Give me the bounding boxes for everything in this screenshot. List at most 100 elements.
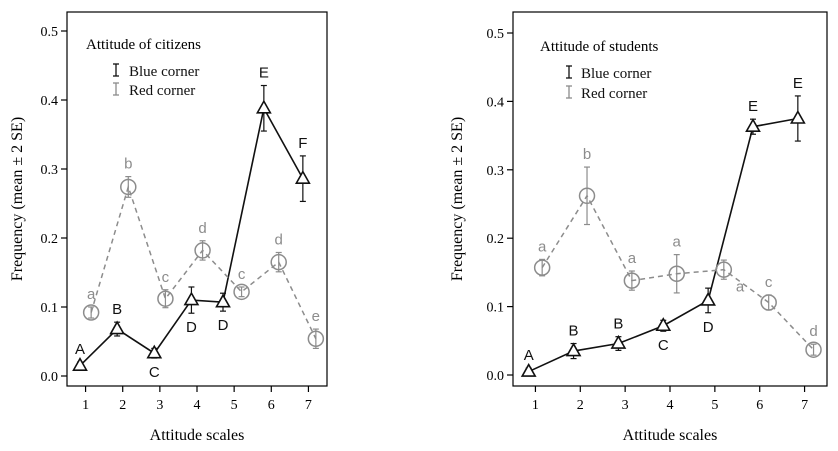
series-line (541, 194, 815, 351)
significance-label: B (112, 301, 122, 318)
triangle-marker (655, 317, 672, 332)
significance-label: a (673, 234, 682, 251)
significance-label: E (748, 98, 758, 115)
error-bar (88, 306, 95, 319)
triangle-marker (72, 357, 88, 371)
significance-label: D (703, 319, 714, 336)
circle-marker (270, 253, 287, 271)
significance-label: c (238, 266, 246, 283)
error-bar (238, 286, 245, 298)
error-bar (628, 270, 635, 291)
error-bar (162, 289, 169, 309)
x-axis-label: Attitude scales (623, 427, 718, 444)
significance-label: F (298, 135, 307, 152)
error-bar (584, 166, 591, 226)
legend-red-errorbar-icon (113, 82, 119, 96)
legend-label-blue: Blue corner (129, 64, 199, 80)
significance-label: a (87, 286, 96, 303)
x-tick-label: 2 (577, 398, 584, 413)
y-tick-label: 0.2 (487, 232, 505, 247)
significance-label: b (124, 156, 132, 173)
error-bar (199, 240, 206, 261)
x-tick-label: 3 (622, 398, 629, 413)
error-bar (275, 251, 282, 273)
circle-marker (533, 259, 551, 276)
circle-marker (760, 294, 777, 311)
circle-marker (157, 290, 174, 307)
triangle-marker (255, 99, 272, 114)
y-axis-label: Frequency (mean ± 2 SE) (449, 117, 466, 281)
significance-label: a (736, 279, 745, 296)
error-bar (539, 258, 546, 277)
x-tick-label: 6 (268, 398, 275, 413)
y-tick-label: 0.1 (487, 301, 505, 316)
legend-red-errorbar-icon (566, 85, 572, 99)
y-tick-label: 0.3 (41, 163, 59, 178)
triangle-marker (294, 170, 311, 184)
circle-marker (82, 304, 100, 321)
error-bar (765, 294, 772, 311)
x-tick-label: 6 (756, 398, 763, 413)
significance-label: d (809, 323, 817, 340)
x-tick-label: 4 (667, 398, 674, 413)
x-ticks: 1 2 3 4 5 6 7 (532, 386, 808, 413)
circle-marker (668, 265, 685, 283)
significance-label: E (259, 65, 269, 82)
panel-title: Attitude of citizens (86, 37, 201, 53)
legend-label-red: Red corner (129, 83, 195, 99)
x-tick-label: 5 (711, 398, 718, 413)
significance-label: B (569, 323, 579, 340)
circle-marker (194, 242, 211, 259)
panel-citizens: Attitude of citizens Blue corner Red cor… (9, 11, 328, 444)
y-tick-label: 0.1 (41, 301, 59, 316)
circle-marker (307, 330, 325, 347)
y-axis-label: Frequency (mean ± 2 SE) (9, 117, 26, 281)
legend-blue-errorbar-icon (113, 63, 119, 77)
series-red-corner: a b c d c d e (82, 156, 325, 349)
significance-label: C (658, 337, 669, 354)
x-tick-label: 1 (532, 398, 539, 413)
significance-label: B (613, 316, 623, 333)
x-tick-label: 7 (305, 398, 312, 413)
y-tick-label: 0.0 (487, 369, 505, 384)
x-tick-label: 4 (194, 398, 201, 413)
chart-marks: A B C D D E Fa b c d c d e (72, 65, 325, 381)
error-bar (312, 328, 319, 349)
triangle-marker (789, 109, 806, 124)
triangle-marker (183, 291, 200, 306)
x-tick-label: 5 (231, 398, 238, 413)
triangle-marker (610, 334, 627, 349)
series-red-corner: a b a a a c d (533, 146, 822, 358)
legend-blue-errorbar-icon (566, 65, 572, 79)
significance-label: A (524, 347, 534, 364)
y-ticks: 0.0 0.1 0.2 0.3 0.4 0.5 (487, 27, 513, 384)
triangle-marker (109, 320, 126, 335)
circle-marker (233, 283, 250, 301)
significance-label: d (198, 220, 206, 237)
significance-label: D (186, 319, 197, 336)
circle-marker (805, 341, 822, 358)
y-ticks: 0.0 0.1 0.2 0.3 0.4 0.5 (41, 25, 67, 385)
triangle-marker (215, 293, 231, 308)
x-tick-label: 3 (156, 398, 163, 413)
series-blue-corner: A B B C D E E (520, 75, 806, 377)
significance-label: a (538, 238, 547, 255)
significance-label: E (793, 75, 803, 92)
circle-marker (120, 178, 137, 196)
y-tick-label: 0.5 (41, 25, 59, 40)
triangle-marker (700, 291, 716, 306)
series-line (90, 184, 317, 340)
triangle-marker (745, 118, 761, 133)
significance-label: C (149, 364, 160, 381)
significance-label: D (218, 317, 229, 334)
y-tick-label: 0.5 (487, 27, 505, 42)
error-bar (673, 254, 680, 294)
triangle-marker (146, 344, 163, 359)
significance-label: A (75, 341, 85, 358)
x-tick-label: 7 (801, 398, 808, 413)
legend: Blue corner Red corner (566, 65, 651, 102)
series-blue-corner: A B C D D E F (72, 65, 311, 381)
significance-label: a (628, 250, 637, 267)
circle-marker (715, 261, 733, 278)
